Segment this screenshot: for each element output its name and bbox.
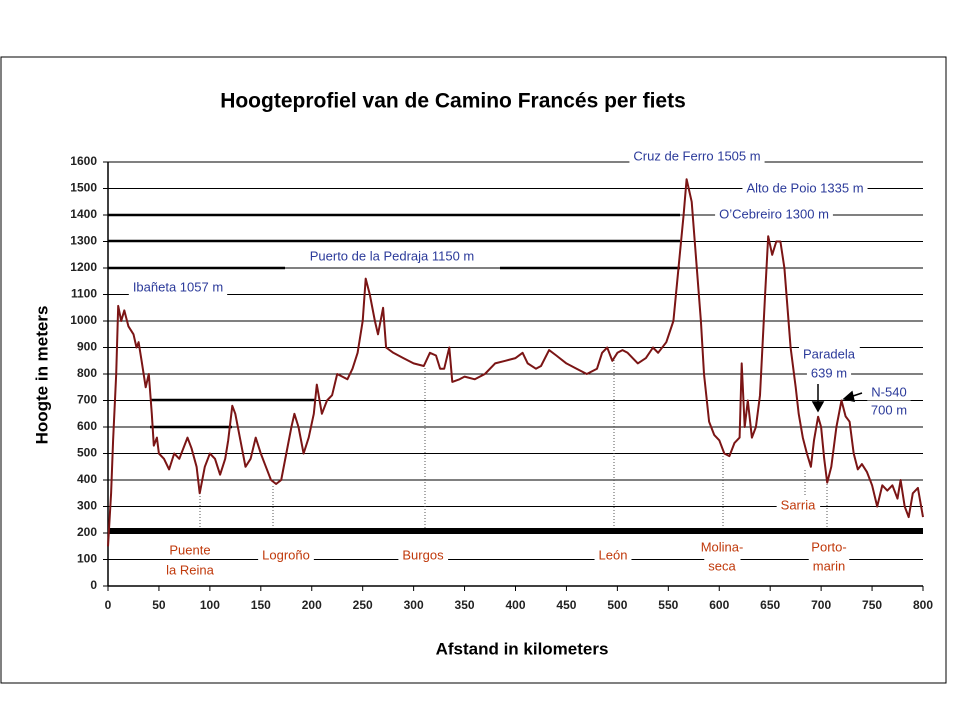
annotation-bg [128,278,228,296]
y-tick-label: 700 [77,393,97,407]
annotation: Puerto de la Pedraja 1150 m [310,248,475,263]
place-label-bg [162,561,219,579]
x-tick-label: 650 [760,598,780,612]
place-label-bg [258,546,314,564]
x-tick-label: 500 [607,598,627,612]
y-tick-label: 500 [77,446,97,460]
annotation-bg [742,179,868,197]
y-tick-label: 400 [77,472,97,486]
y-axis-label: Hoogte in meters [32,306,51,445]
x-tick-label: 0 [105,598,112,612]
x-tick-label: 200 [302,598,322,612]
x-tick-label: 250 [353,598,373,612]
annotation: O’Cebreiro 1300 m [719,206,829,221]
x-tick-label: 300 [404,598,424,612]
place-label-bg [776,496,821,514]
arrow-head [842,390,855,402]
place-label: marin [813,558,846,573]
frame [0,56,947,684]
y-tick-label: 1300 [70,234,97,248]
x-tick-label: 400 [505,598,525,612]
annotation-bg [305,247,479,265]
x-tick-label: 800 [913,598,933,612]
place-label: Molina- [701,539,744,554]
place-label: Puente [169,542,210,557]
annotation: Paradela [803,346,856,361]
annotation-bg [806,364,852,382]
place-label-bg [696,538,748,556]
place-label: seca [708,558,736,573]
place-label: la Reina [166,562,214,577]
y-tick-label: 900 [77,340,97,354]
x-tick-label: 700 [811,598,831,612]
place-label: Burgos [402,547,444,562]
y-tick-label: 600 [77,419,97,433]
y-tick-label: 1200 [70,260,97,274]
annotation: 639 m [811,365,847,380]
x-tick-label: 600 [709,598,729,612]
arrow-head [811,401,825,413]
y-tick-label: 300 [77,499,97,513]
annotation-bg [866,401,912,419]
place-label: Logroño [262,547,310,562]
x-tick-label: 450 [556,598,576,612]
y-tick-label: 1600 [70,154,97,168]
x-axis-label: Afstand in kilometers [436,639,609,658]
annotation: 700 m [871,402,907,417]
place-label: Porto- [811,539,846,554]
annotation: Alto de Poio 1335 m [746,180,863,195]
y-tick-label: 1500 [70,181,97,195]
chart-title: Hoogteprofiel van de Camino Francés per … [220,90,686,113]
x-tick-label: 50 [152,598,166,612]
place-label-bg [704,557,741,575]
place-label-bg [807,538,851,556]
y-tick-label: 0 [90,578,97,592]
y-tick-label: 800 [77,366,97,380]
y-tick-label: 100 [77,552,97,566]
place-label: León [599,547,628,562]
x-tick-label: 100 [200,598,220,612]
annotation: N-540 [871,384,906,399]
y-tick-label: 1100 [71,287,97,301]
y-tick-label: 1000 [70,313,97,327]
annotation: Ibañeta 1057 m [133,279,223,294]
x-tick-label: 150 [251,598,271,612]
decor [108,213,923,534]
elevation-line [107,178,924,547]
place-label-bg [398,546,449,564]
y-tick-label: 200 [77,525,97,539]
x-tick-label: 350 [455,598,475,612]
place-label-bg [808,557,850,575]
place-label-bg [594,546,632,564]
place-label-bg [165,541,215,559]
annotation-bg [629,147,765,165]
x-tick-label: 750 [862,598,882,612]
place-label: Sarria [781,497,816,512]
arrows [811,384,863,413]
annotation-bg [798,345,860,363]
y-tick-label: 1400 [70,207,97,221]
x-tick-label: 550 [658,598,678,612]
annotation: Cruz de Ferro 1505 m [633,148,760,163]
place-leaders [199,360,828,528]
annotation-bg [867,383,911,401]
annotation-bg [715,205,833,223]
